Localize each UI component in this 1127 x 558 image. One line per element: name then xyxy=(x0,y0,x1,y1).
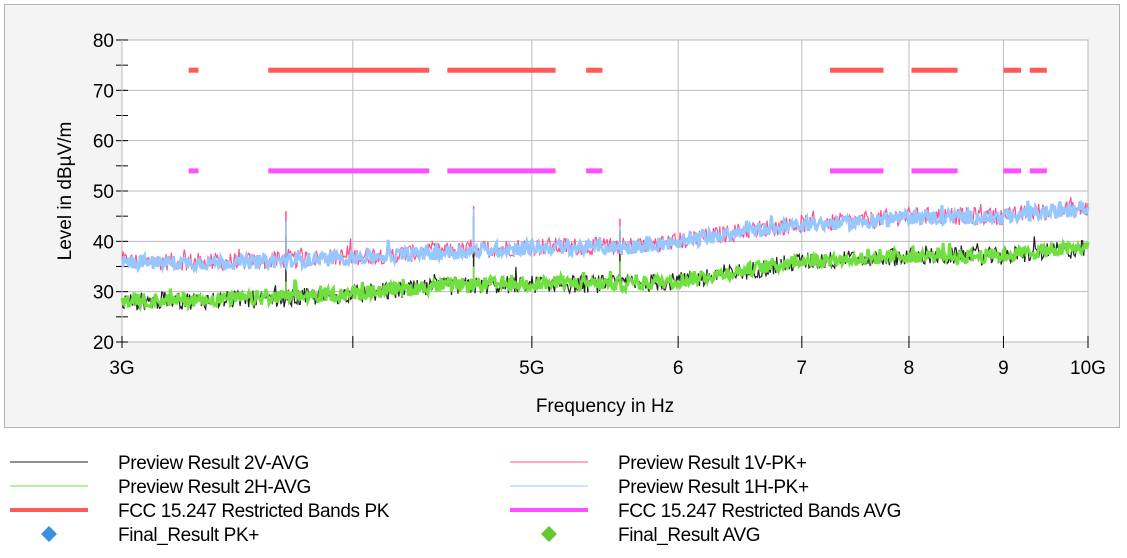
y-tick-label: 40 xyxy=(93,232,114,253)
legend-swatch-2v-avg xyxy=(10,461,88,463)
legend-label-restricted-avg: FCC 15.247 Restricted Bands AVG xyxy=(618,501,901,522)
y-tick-label: 80 xyxy=(93,31,114,52)
legend-label-final-avg: Final_Result AVG xyxy=(618,525,761,546)
legend-label-2v-avg: Preview Result 2V-AVG xyxy=(118,453,309,474)
emission-chart: 20 30 40 50 60 70 80 3G 5G 6 7 8 9 10G Frequency in Hz… xyxy=(55,31,1106,417)
legend-label-1h-pk: Preview Result 1H-PK+ xyxy=(618,477,809,498)
x-tick-label: 3G xyxy=(109,358,134,379)
y-tick-label: 70 xyxy=(93,81,114,102)
legend-swatch-1v-pk xyxy=(510,461,588,463)
x-axis-title: Frequency in Hz xyxy=(536,396,674,417)
trace-preview-result-2h-avg xyxy=(120,237,1090,313)
y-tick-label: 50 xyxy=(93,182,114,203)
diamond-green-icon xyxy=(541,526,557,542)
y-tick-label: 30 xyxy=(93,283,114,304)
trace-preview-result-1h-pk- xyxy=(120,199,1090,274)
y-axis-title: Level in dBµV/m xyxy=(55,122,76,261)
legend-label-2h-avg: Preview Result 2H-AVG xyxy=(118,477,311,498)
legend-swatch-1h-pk xyxy=(510,485,588,487)
x-tick-label: 8 xyxy=(904,358,915,379)
legend-swatch-2h-avg xyxy=(10,485,88,487)
x-tick-label: 10G xyxy=(1070,358,1106,379)
y-tick-label: 60 xyxy=(93,132,114,153)
legend-label-1v-pk: Preview Result 1V-PK+ xyxy=(618,453,807,474)
legend-swatch-restricted-pk xyxy=(10,508,88,512)
y-tick-label: 20 xyxy=(93,333,114,354)
x-tick-label: 6 xyxy=(673,358,684,379)
x-tick-label: 9 xyxy=(998,358,1009,379)
x-tick-label: 7 xyxy=(797,358,808,379)
legend-label-final-pk: Final_Result PK+ xyxy=(118,525,259,546)
legend-swatch-restricted-avg xyxy=(510,508,588,512)
x-tick-label: 5G xyxy=(519,358,544,379)
diamond-blue-icon xyxy=(41,526,57,542)
legend: Preview Result 2V-AVG Preview Result 1V-… xyxy=(0,440,1127,558)
legend-label-restricted-pk: FCC 15.247 Restricted Bands PK xyxy=(118,501,390,522)
